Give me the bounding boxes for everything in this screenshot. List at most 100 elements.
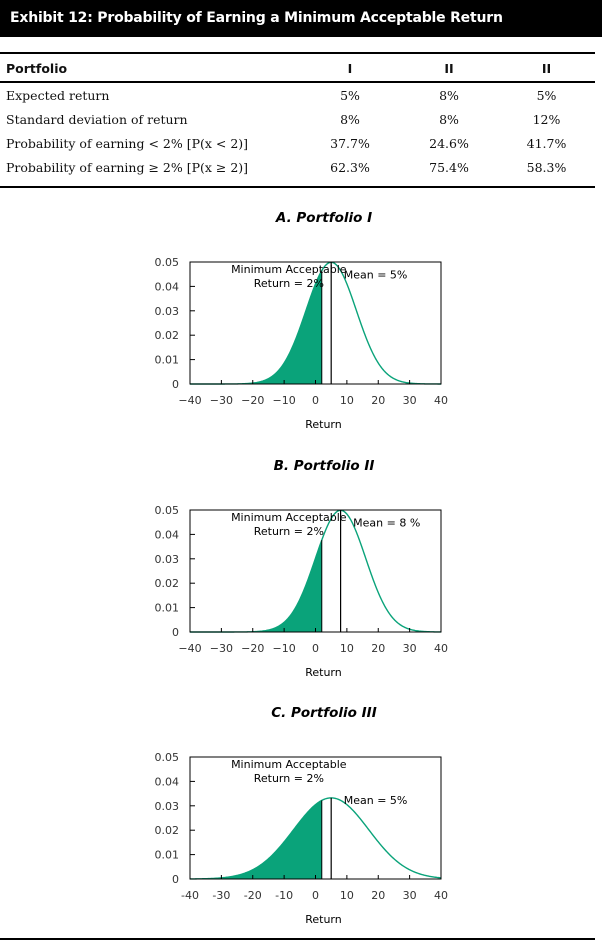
x-tick-label: −10 [273, 642, 296, 655]
table-header-col-3: II [498, 55, 595, 83]
y-tick-label: 0.02 [155, 824, 180, 837]
below-threshold-area [190, 800, 322, 879]
x-tick-label: 30 [403, 889, 417, 902]
x-tick-label: 0 [312, 394, 319, 407]
x-tick-label: 20 [371, 394, 385, 407]
threshold-annotation: Minimum Acceptable Return = 2% [231, 511, 347, 538]
table-header-col-1: I [300, 55, 400, 83]
exhibit-title-bar: Exhibit 12: Probability of Earning a Min… [0, 0, 602, 37]
x-tick-label: 40 [434, 394, 448, 407]
x-tick-label: −30 [210, 394, 233, 407]
threshold-annotation-line: Return = 2% [254, 525, 324, 538]
x-tick-label: -30 [212, 889, 230, 902]
threshold-annotation-line: Return = 2% [254, 277, 324, 290]
row-label: Probability of earning ≥ 2% [P(x ≥ 2)] [6, 159, 249, 175]
row-label: Standard deviation of return [6, 111, 188, 127]
mean-annotation: Mean = 8 % [353, 516, 420, 529]
y-tick-label: 0.02 [155, 329, 180, 342]
table-row: Probability of earning ≥ 2% [P(x ≥ 2)] 6… [0, 155, 595, 179]
x-tick-label: 20 [371, 889, 385, 902]
y-tick-label: 0.05 [155, 256, 180, 269]
chart-title: B. Portfolio II [274, 458, 375, 474]
y-tick-label: 0.05 [155, 751, 180, 764]
table-header-col-2: II [400, 55, 498, 83]
y-tick-label: 0.04 [155, 528, 180, 541]
x-tick-label: -40 [181, 889, 199, 902]
y-tick-label: 0.03 [155, 800, 180, 813]
x-tick-label: 0 [312, 642, 319, 655]
x-axis-label: Return [305, 913, 342, 926]
cell: 12% [532, 111, 561, 127]
y-tick-label: 0.02 [155, 577, 180, 590]
y-tick-label: 0 [172, 378, 179, 391]
cell: 5% [536, 87, 557, 103]
chart-svg-portfolio-1: A. Portfolio I 0 0.01 0.02 0.03 0.04 0.05 −40 −3… [155, 210, 449, 431]
x-axis-label: Return [305, 666, 342, 679]
bottom-rule [0, 938, 595, 940]
chart-svg-portfolio-3: C. Portfolio III 0 0.01 0.02 0.03 0.04 0.05 -40… [155, 705, 449, 926]
chart-title: A. Portfolio I [275, 210, 372, 226]
x-tick-label: -20 [244, 889, 262, 902]
x-tick-label: −30 [210, 642, 233, 655]
threshold-annotation-line: Return = 2% [254, 772, 324, 785]
table-header-row: Portfolio I II II [0, 55, 595, 83]
x-tick-label: 10 [340, 889, 354, 902]
y-tick-label: 0.05 [155, 504, 180, 517]
chart-portfolio-3: C. Portfolio III 0 0.01 0.02 0.03 0.04 0.05 -40… [0, 695, 602, 935]
mean-annotation: Mean = 5% [344, 794, 408, 807]
x-tick-label: −40 [178, 394, 201, 407]
below-threshold-area [190, 540, 322, 632]
table-bottom-rule [0, 186, 595, 188]
cell: 58.3% [526, 159, 567, 175]
distribution-curve [189, 797, 442, 880]
x-tick-label: -10 [275, 889, 293, 902]
row-label: Probability of earning < 2% [P(x < 2)] [6, 135, 249, 151]
table-top-rule [0, 52, 595, 54]
y-tick-label: 0.03 [155, 553, 180, 566]
portfolio-table: Portfolio I II II Expected return 5% 8% … [0, 55, 595, 179]
table-row: Probability of earning < 2% [P(x < 2)] 3… [0, 131, 595, 155]
chart-portfolio-2: B. Portfolio II 0 0.01 0.02 0.03 0.04 0.05 −40−… [0, 448, 602, 688]
cell: 75.4% [429, 159, 469, 175]
x-axis-label: Return [305, 418, 342, 431]
chart-svg-portfolio-2: B. Portfolio II00.010.020.030.040.05−40−… [155, 458, 449, 679]
y-tick-label: 0.01 [155, 849, 180, 862]
threshold-annotation-line: Minimum Acceptable [231, 758, 347, 771]
threshold-annotation: Minimum Acceptable Return = 2% [231, 263, 347, 290]
cell: 41.7% [526, 135, 567, 151]
cell: 24.6% [429, 135, 469, 151]
x-tick-label: 40 [434, 642, 448, 655]
y-tick-label: 0.03 [155, 305, 180, 318]
cell: 62.3% [330, 159, 370, 175]
y-tick-label: 0.04 [155, 280, 180, 293]
x-tick-label: −20 [241, 394, 264, 407]
row-label: Expected return [6, 87, 110, 103]
x-tick-label: −20 [241, 642, 264, 655]
cell: 8% [340, 111, 360, 127]
threshold-annotation-line: Minimum Acceptable [231, 511, 347, 524]
y-tick-label: 0.04 [155, 775, 180, 788]
mean-annotation: Mean = 5% [344, 268, 408, 281]
chart-title: C. Portfolio III [271, 705, 376, 721]
threshold-annotation-line: Minimum Acceptable [231, 263, 347, 276]
x-tick-label: 40 [434, 889, 448, 902]
cell: 5% [340, 87, 360, 103]
x-tick-label: 10 [340, 394, 354, 407]
x-tick-label: 30 [403, 642, 417, 655]
exhibit-title: Exhibit 12: Probability of Earning a Min… [10, 10, 503, 26]
y-tick-label: 0 [172, 626, 179, 639]
x-tick-label: −10 [273, 394, 296, 407]
x-tick-label: 30 [403, 394, 417, 407]
x-tick-label: 0 [312, 889, 319, 902]
threshold-annotation: Minimum Acceptable Return = 2% [231, 758, 347, 785]
table-row: Expected return 5% 8% 5% [0, 82, 595, 107]
x-tick-label: −40 [178, 642, 201, 655]
x-tick-label: 20 [371, 642, 385, 655]
table-row: Standard deviation of return 8% 8% 12% [0, 107, 595, 131]
cell: 8% [439, 111, 459, 127]
y-tick-label: 0.01 [155, 354, 180, 367]
cell: 8% [439, 87, 459, 103]
chart-portfolio-1: A. Portfolio I 0 0.01 0.02 0.03 0.04 0.05 −40 −3… [0, 200, 602, 440]
y-tick-label: 0.01 [155, 602, 180, 615]
x-tick-label: 10 [340, 642, 354, 655]
